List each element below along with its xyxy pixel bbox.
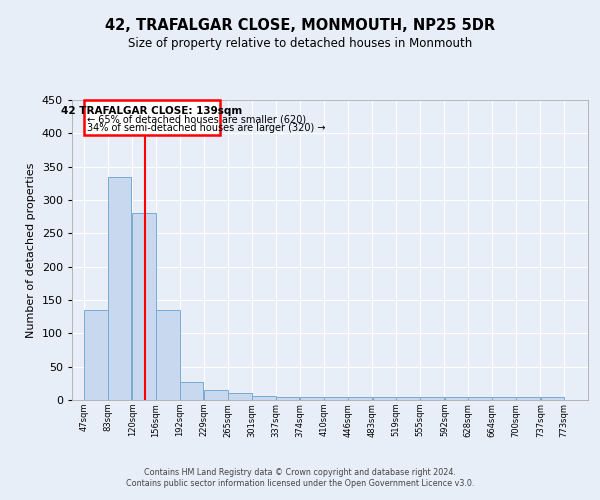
Bar bbox=[469, 398, 492, 400]
Y-axis label: Number of detached properties: Number of detached properties bbox=[26, 162, 36, 338]
Bar bbox=[301, 398, 324, 400]
Bar bbox=[445, 398, 468, 400]
Bar bbox=[420, 398, 443, 400]
Text: Contains HM Land Registry data © Crown copyright and database right 2024.
Contai: Contains HM Land Registry data © Crown c… bbox=[126, 468, 474, 487]
Bar bbox=[133, 214, 156, 400]
Bar bbox=[541, 398, 564, 400]
Bar bbox=[516, 398, 539, 400]
Text: Size of property relative to detached houses in Monmouth: Size of property relative to detached ho… bbox=[128, 38, 472, 51]
Bar bbox=[397, 398, 420, 400]
Bar bbox=[180, 382, 203, 400]
Bar bbox=[156, 310, 179, 400]
Bar bbox=[84, 100, 220, 136]
Text: 42 TRAFALGAR CLOSE: 139sqm: 42 TRAFALGAR CLOSE: 139sqm bbox=[61, 106, 242, 116]
Text: ← 65% of detached houses are smaller (620): ← 65% of detached houses are smaller (62… bbox=[86, 114, 305, 124]
Bar bbox=[205, 390, 228, 400]
Bar bbox=[492, 398, 516, 400]
Bar bbox=[348, 398, 371, 400]
Text: 42, TRAFALGAR CLOSE, MONMOUTH, NP25 5DR: 42, TRAFALGAR CLOSE, MONMOUTH, NP25 5DR bbox=[105, 18, 495, 32]
Bar bbox=[324, 398, 347, 400]
Bar bbox=[228, 394, 252, 400]
Bar bbox=[373, 398, 396, 400]
Text: 34% of semi-detached houses are larger (320) →: 34% of semi-detached houses are larger (… bbox=[86, 124, 325, 134]
Bar bbox=[252, 396, 275, 400]
Bar bbox=[108, 176, 131, 400]
Bar bbox=[276, 396, 299, 400]
Bar bbox=[84, 310, 107, 400]
